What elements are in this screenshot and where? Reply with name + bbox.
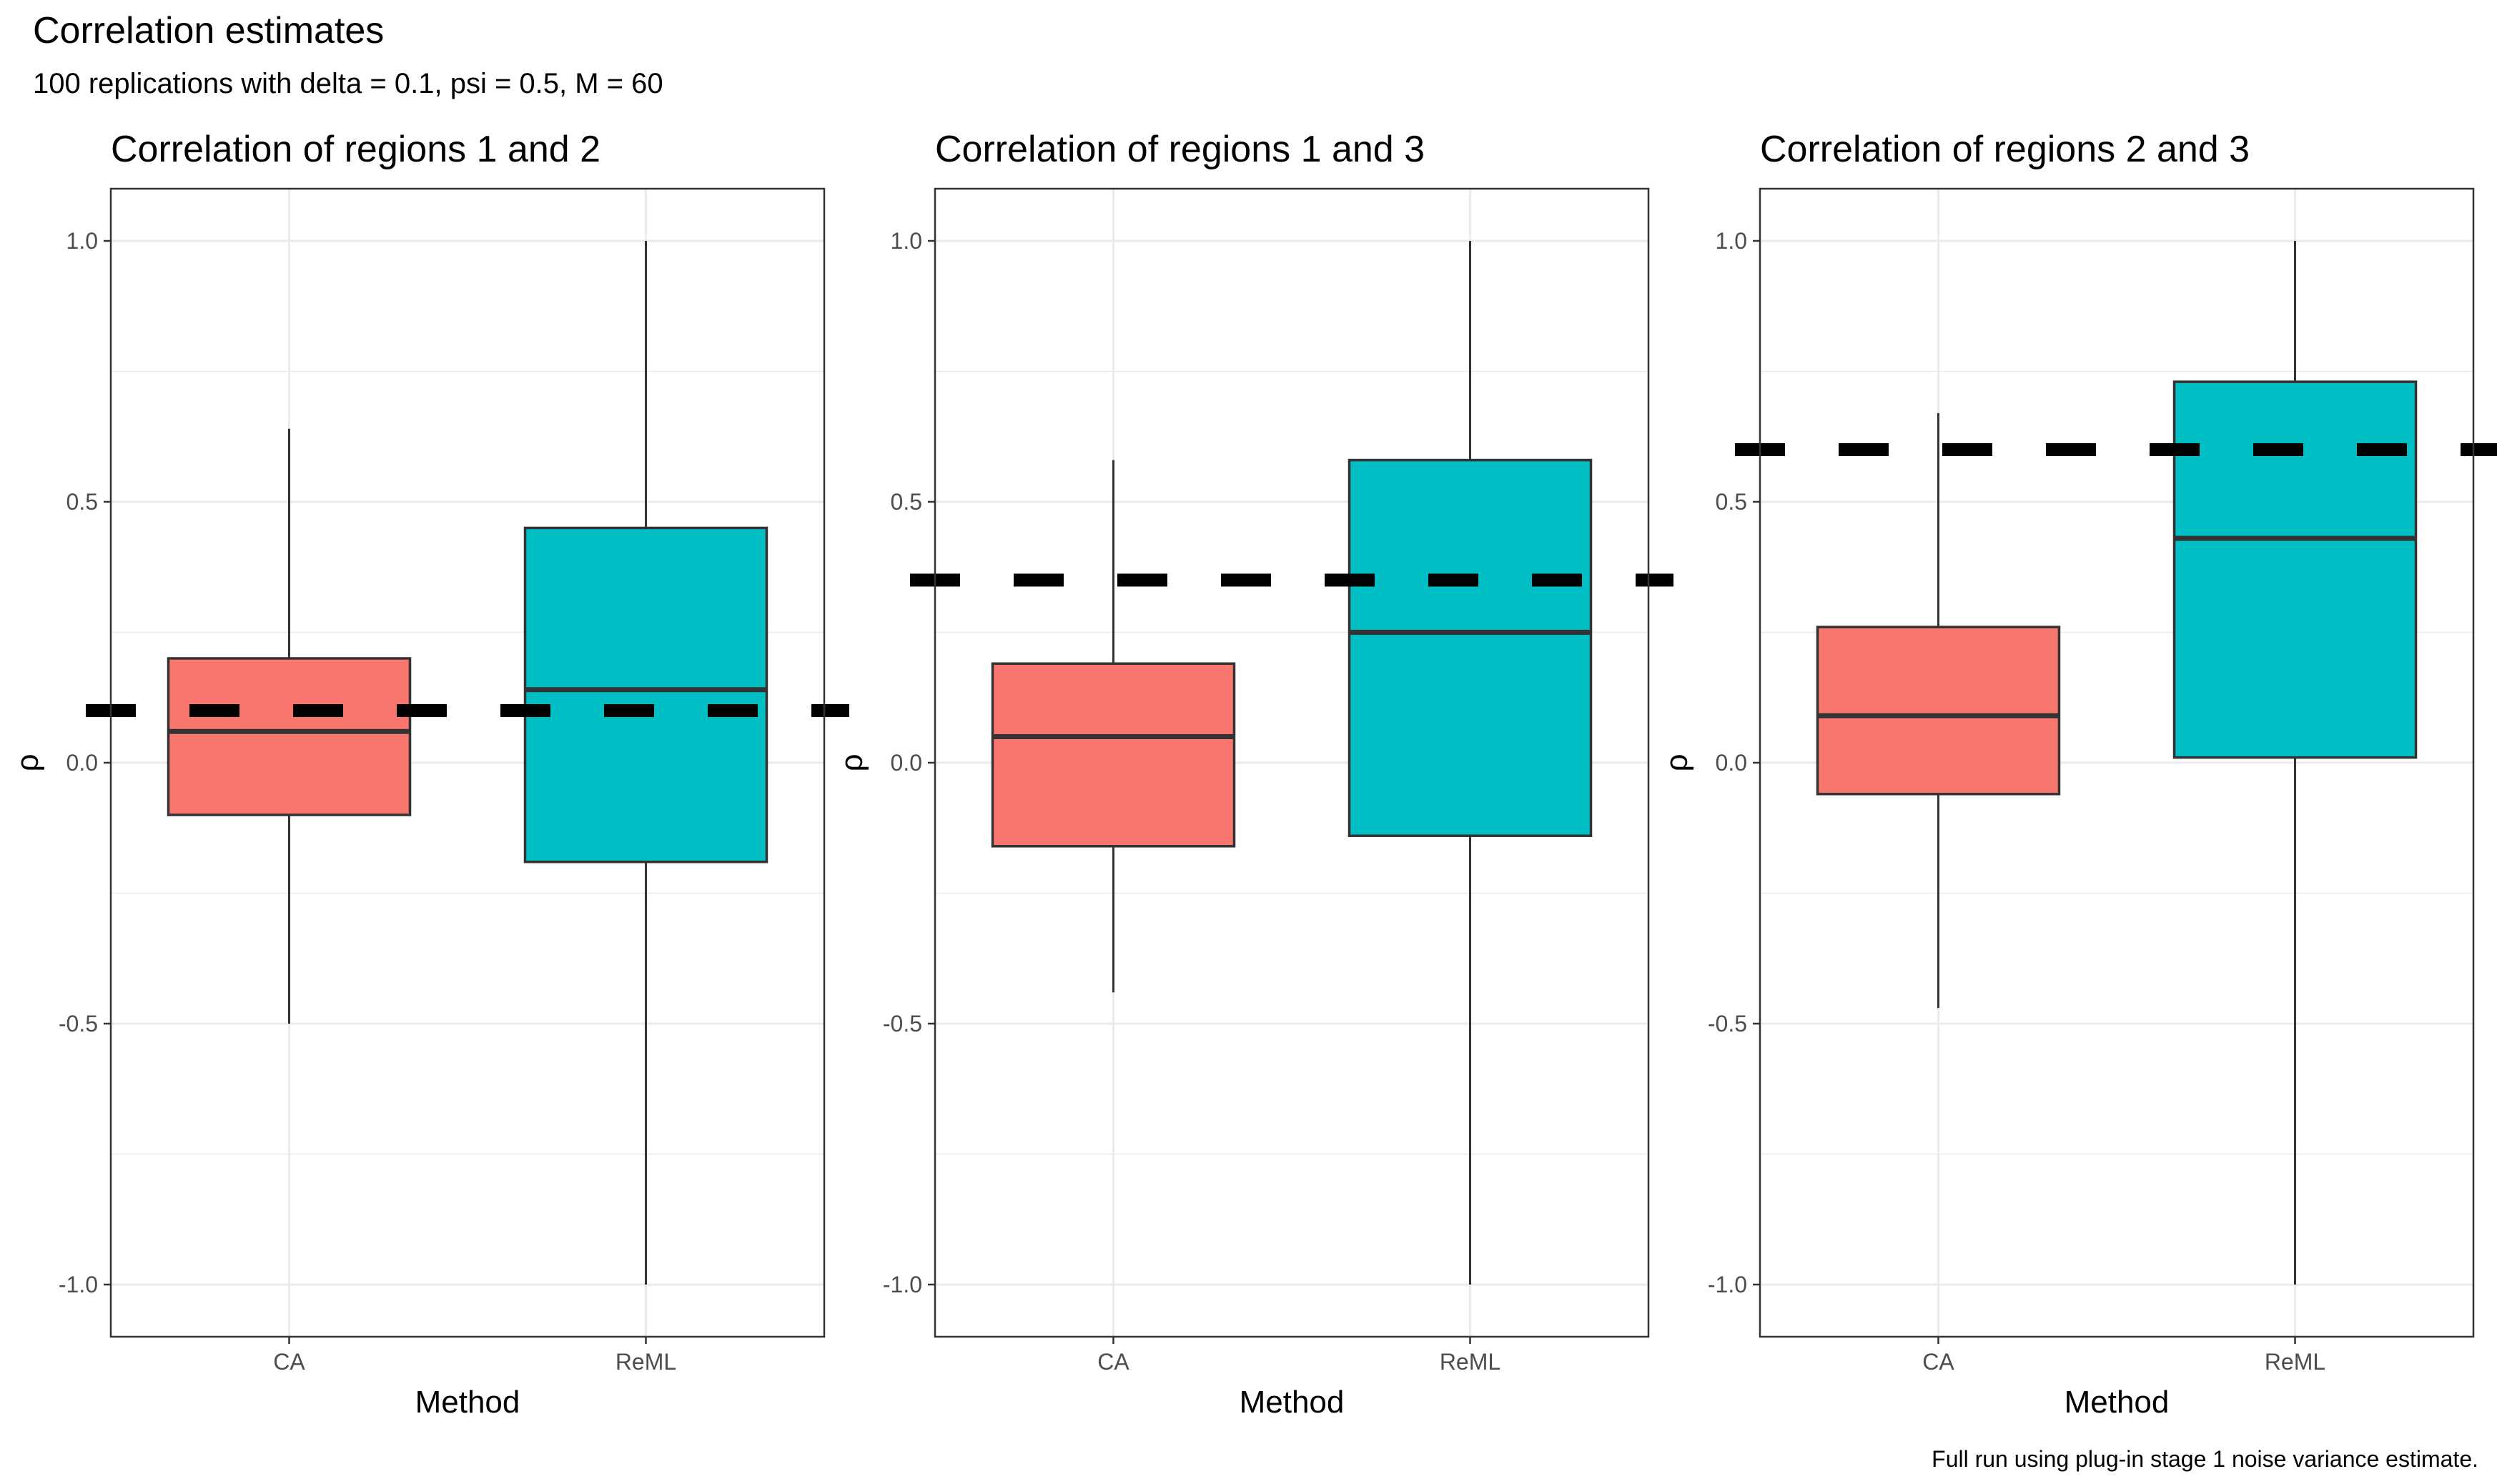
y-tick-label: 0.5 — [1716, 489, 1747, 515]
box-body — [1348, 458, 1593, 837]
facet-title: Correlation of regions 1 and 2 — [111, 129, 600, 170]
y-tick-label: 1.0 — [1716, 228, 1747, 254]
facet-panel-1: Correlation of regions 1 and 2 -1.0 -0.5 0.… — [10, 129, 849, 1420]
box-ca — [1816, 412, 2061, 1009]
y-tick-label: -0.5 — [883, 1011, 922, 1037]
x-axis-title: Method — [1240, 1385, 1345, 1420]
y-tick-label: -1.0 — [59, 1272, 98, 1297]
caption: Full run using plug-in stage 1 noise var… — [1932, 1446, 2478, 1472]
y-tick-label: -0.5 — [1708, 1011, 1747, 1037]
y-tick-label: 0.0 — [1716, 750, 1747, 776]
main-title: Correlation estimates — [33, 10, 384, 51]
box-body — [2172, 380, 2418, 759]
x-tick-label: CA — [1922, 1349, 1954, 1375]
box-body — [1816, 625, 2061, 796]
facet-panel-2: Correlation of regions 1 and 3 -1.0 -0.5 0.… — [834, 129, 1673, 1420]
x-tick-label: ReML — [2265, 1349, 2325, 1375]
facet-panels: Correlation of regions 1 and 2 -1.0 -0.5 0.… — [10, 129, 2497, 1420]
box-ca — [991, 460, 1236, 993]
facet-title: Correlation of regions 1 and 3 — [935, 129, 1425, 170]
panel-border — [109, 187, 826, 1338]
x-axis-title: Method — [415, 1385, 520, 1420]
box-reml — [523, 241, 768, 1285]
y-tick-label: 0.5 — [66, 489, 98, 515]
box-body — [167, 657, 412, 816]
y-tick-label: -0.5 — [59, 1011, 98, 1037]
x-axis-title: Method — [2065, 1385, 2170, 1420]
y-axis-title: ρ — [834, 753, 869, 771]
panel-border — [1759, 187, 2475, 1338]
facet-title: Correlation of regions 2 and 3 — [1760, 129, 2250, 170]
y-tick-label: 1.0 — [891, 228, 922, 254]
panel-border — [934, 187, 1650, 1338]
facet-panel-3: Correlation of regions 2 and 3 -1.0 -0.5 0.… — [1659, 129, 2497, 1420]
y-tick-label: 0.0 — [66, 750, 98, 776]
box-body — [991, 662, 1236, 848]
y-tick-label: 1.0 — [66, 228, 98, 254]
box-body — [523, 526, 768, 864]
x-tick-label: CA — [1097, 1349, 1129, 1375]
y-tick-label: -1.0 — [883, 1272, 922, 1297]
y-tick-label: 0.0 — [891, 750, 922, 776]
subtitle: 100 replications with delta = 0.1, psi =… — [33, 68, 663, 99]
y-tick-label: -1.0 — [1708, 1272, 1747, 1297]
x-tick-label: ReML — [615, 1349, 676, 1375]
box-reml — [1348, 241, 1593, 1285]
box-ca — [167, 428, 412, 1024]
y-tick-label: 0.5 — [891, 489, 922, 515]
x-tick-label: ReML — [1440, 1349, 1500, 1375]
y-axis-title: ρ — [10, 753, 45, 771]
y-axis-title: ρ — [1659, 753, 1694, 771]
x-tick-label: CA — [273, 1349, 305, 1375]
